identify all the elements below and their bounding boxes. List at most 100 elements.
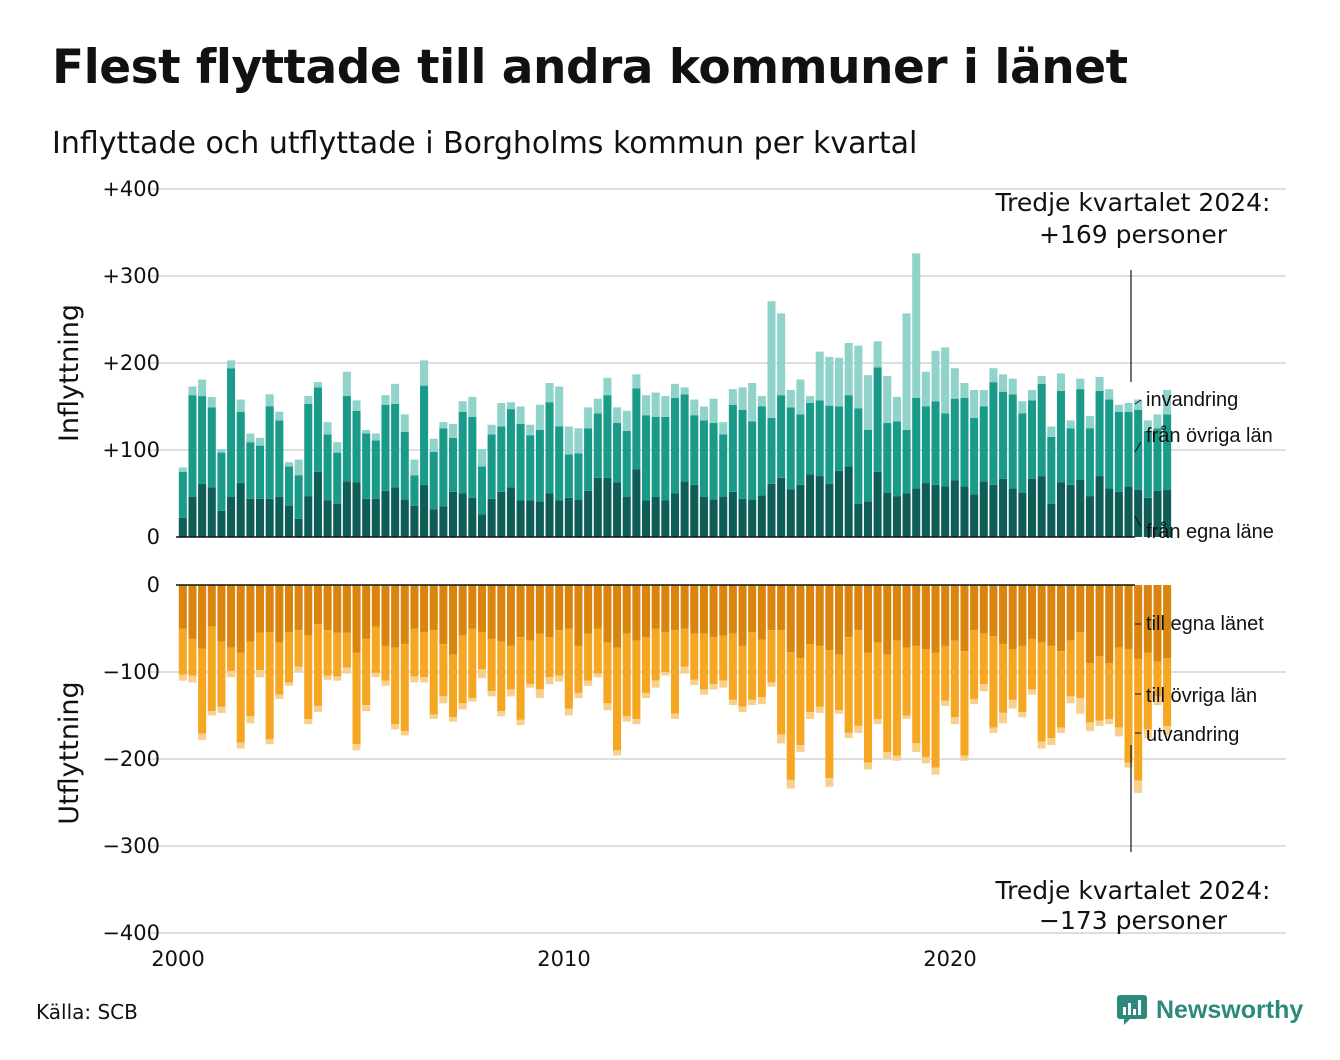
y-tick-label-outflow: −300: [102, 834, 160, 858]
bar-inflow-segment: [921, 483, 930, 537]
bar-inflow-segment: [265, 406, 274, 499]
bar-outflow-segment: [371, 626, 380, 673]
bar-inflow-segment: [410, 475, 419, 506]
bar-inflow-segment: [902, 313, 911, 430]
bar-inflow-segment: [593, 398, 602, 414]
bar-inflow-segment: [979, 389, 988, 407]
bar-outflow-segment: [883, 752, 892, 759]
bar-inflow-segment: [680, 481, 689, 537]
bar-inflow-segment: [786, 389, 795, 408]
bar-outflow-segment: [362, 585, 371, 639]
bar-outflow-segment: [342, 585, 351, 633]
bar-outflow-segment: [767, 682, 776, 687]
bar-inflow-segment: [806, 403, 815, 475]
bar-inflow-segment: [767, 301, 776, 418]
bar-outflow-segment: [651, 628, 660, 681]
bar-inflow-segment: [458, 411, 467, 494]
bar-inflow-segment: [825, 405, 834, 484]
bar-inflow-segment: [979, 406, 988, 482]
bar-inflow-segment: [323, 422, 332, 435]
bar-inflow-segment: [555, 386, 564, 427]
bar-inflow-segment: [420, 484, 429, 537]
bar-outflow-segment: [458, 585, 467, 636]
bar-outflow-segment: [796, 658, 805, 746]
bar-outflow-segment: [1124, 762, 1133, 768]
bar-inflow-segment: [786, 489, 795, 537]
bar-outflow-segment: [304, 585, 313, 636]
bar-inflow-segment: [941, 413, 950, 487]
bar-inflow-segment: [362, 429, 371, 434]
bar-outflow-segment: [188, 585, 197, 639]
bar-inflow-segment: [796, 484, 805, 537]
bar-outflow-segment: [806, 585, 815, 645]
bar-outflow-segment: [796, 585, 805, 659]
bar-inflow-segment: [912, 488, 921, 537]
bar-outflow-segment: [313, 624, 322, 706]
bar-outflow-segment: [873, 718, 882, 725]
bar-inflow-segment: [1143, 497, 1152, 537]
bar-inflow-segment: [728, 389, 737, 405]
bar-inflow-segment: [391, 487, 400, 537]
bar-outflow-segment: [593, 673, 602, 678]
bar-outflow-segment: [941, 700, 950, 706]
bar-outflow-segment: [931, 585, 940, 653]
bar-outflow-segment: [1085, 585, 1094, 664]
bar-outflow-segment: [728, 699, 737, 706]
bar-outflow-segment: [709, 585, 718, 638]
bar-inflow-segment: [564, 426, 573, 455]
source-note: Källa: SCB: [36, 1000, 138, 1024]
bar-outflow-segment: [593, 628, 602, 674]
bar-outflow-segment: [1056, 727, 1065, 733]
bar-outflow-segment: [439, 644, 448, 697]
bar-inflow-segment: [670, 383, 679, 398]
bar-inflow-segment: [999, 391, 1008, 479]
bar-inflow-segment: [1018, 413, 1027, 493]
bar-inflow-segment: [1153, 428, 1162, 491]
bar-outflow-segment: [1163, 725, 1172, 735]
bar-outflow-segment: [468, 698, 477, 702]
bar-outflow-segment: [767, 630, 776, 683]
y-tick-label-inflow: +200: [102, 351, 160, 375]
bar-inflow-segment: [902, 493, 911, 537]
bar-outflow-segment: [487, 638, 496, 692]
bar-inflow-segment: [526, 500, 535, 537]
bar-outflow-segment: [999, 585, 1008, 645]
bar-inflow-segment: [622, 496, 631, 537]
label-utvandring: utvandring: [1146, 724, 1239, 746]
bar-inflow-segment: [487, 498, 496, 537]
bar-inflow-segment: [941, 347, 950, 414]
bar-outflow-segment: [217, 585, 226, 642]
bar-outflow-segment: [728, 633, 737, 700]
bar-inflow-segment: [738, 387, 747, 410]
bar-outflow-segment: [207, 711, 216, 716]
bar-outflow-segment: [921, 649, 930, 758]
bar-outflow-segment: [632, 718, 641, 725]
bar-inflow-segment: [1028, 400, 1037, 479]
bar-outflow-segment: [844, 585, 853, 638]
bar-inflow-segment: [439, 428, 448, 507]
bar-inflow-segment: [1114, 491, 1123, 537]
bar-inflow-segment: [941, 486, 950, 537]
bar-inflow-segment: [545, 383, 554, 403]
bar-inflow-segment: [227, 496, 236, 537]
bar-inflow-segment: [1066, 420, 1075, 429]
bar-inflow-segment: [642, 415, 651, 501]
bar-inflow-segment: [1163, 490, 1172, 537]
bar-outflow-segment: [439, 696, 448, 704]
bar-outflow-segment: [970, 698, 979, 705]
bar-outflow-segment: [999, 644, 1008, 713]
bar-inflow-segment: [458, 493, 467, 537]
bar-inflow-segment: [545, 493, 554, 537]
bar-outflow-segment: [796, 745, 805, 753]
bar-outflow-segment: [970, 630, 979, 699]
bar-inflow-segment: [178, 471, 187, 518]
bar-outflow-segment: [487, 691, 496, 697]
brand-logo: Newsworthy: [1116, 994, 1303, 1026]
bar-inflow-segment: [198, 483, 207, 537]
outflow-bars: [178, 585, 1172, 793]
bar-inflow-segment: [429, 451, 438, 510]
bar-outflow-segment: [670, 713, 679, 719]
label-fran-egna-lane: från egna läne: [1146, 521, 1274, 543]
bar-outflow-segment: [738, 645, 747, 707]
bar-outflow-segment: [709, 637, 718, 685]
